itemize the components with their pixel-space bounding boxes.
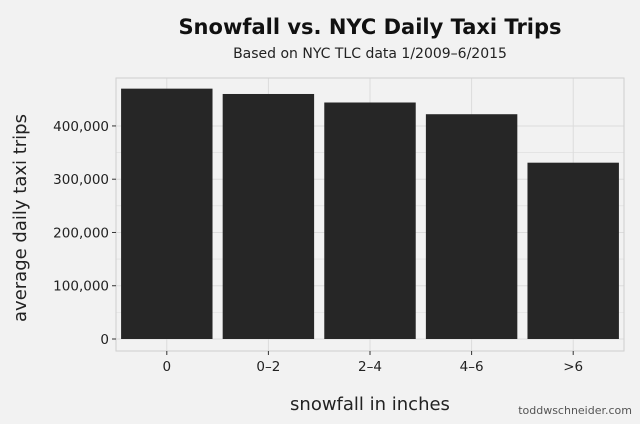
y-tick-label: 0	[100, 332, 109, 348]
bar-0	[121, 88, 213, 339]
x-tick-label: 4–6	[460, 359, 484, 375]
chart-subtitle: Based on NYC TLC data 1/2009–6/2015	[233, 46, 507, 62]
y-tick-label: 300,000	[53, 172, 109, 188]
x-tick-label: 0–2	[256, 359, 280, 375]
chart-title: Snowfall vs. NYC Daily Taxi Trips	[178, 15, 561, 39]
bar-3	[425, 114, 518, 340]
bar-4	[527, 162, 619, 339]
x-tick-label: 2–4	[358, 359, 382, 375]
x-tick-label: 0	[163, 359, 172, 375]
y-axis-ticks: 0 100,000 200,000 300,000 400,000	[53, 119, 116, 348]
y-tick-label: 100,000	[53, 279, 109, 295]
y-axis-label: average daily taxi trips	[10, 114, 31, 322]
credit-text: toddwschneider.com	[518, 404, 632, 417]
x-tick-label: >6	[563, 359, 583, 375]
bar-2	[324, 102, 416, 339]
bar-1	[222, 93, 315, 340]
y-tick-label: 200,000	[53, 225, 109, 241]
y-tick-label: 400,000	[53, 119, 109, 135]
x-axis-ticks: 0 0–2 2–4 4–6 >6	[163, 351, 583, 375]
bars	[121, 88, 619, 340]
x-axis-label: snowfall in inches	[290, 394, 450, 415]
